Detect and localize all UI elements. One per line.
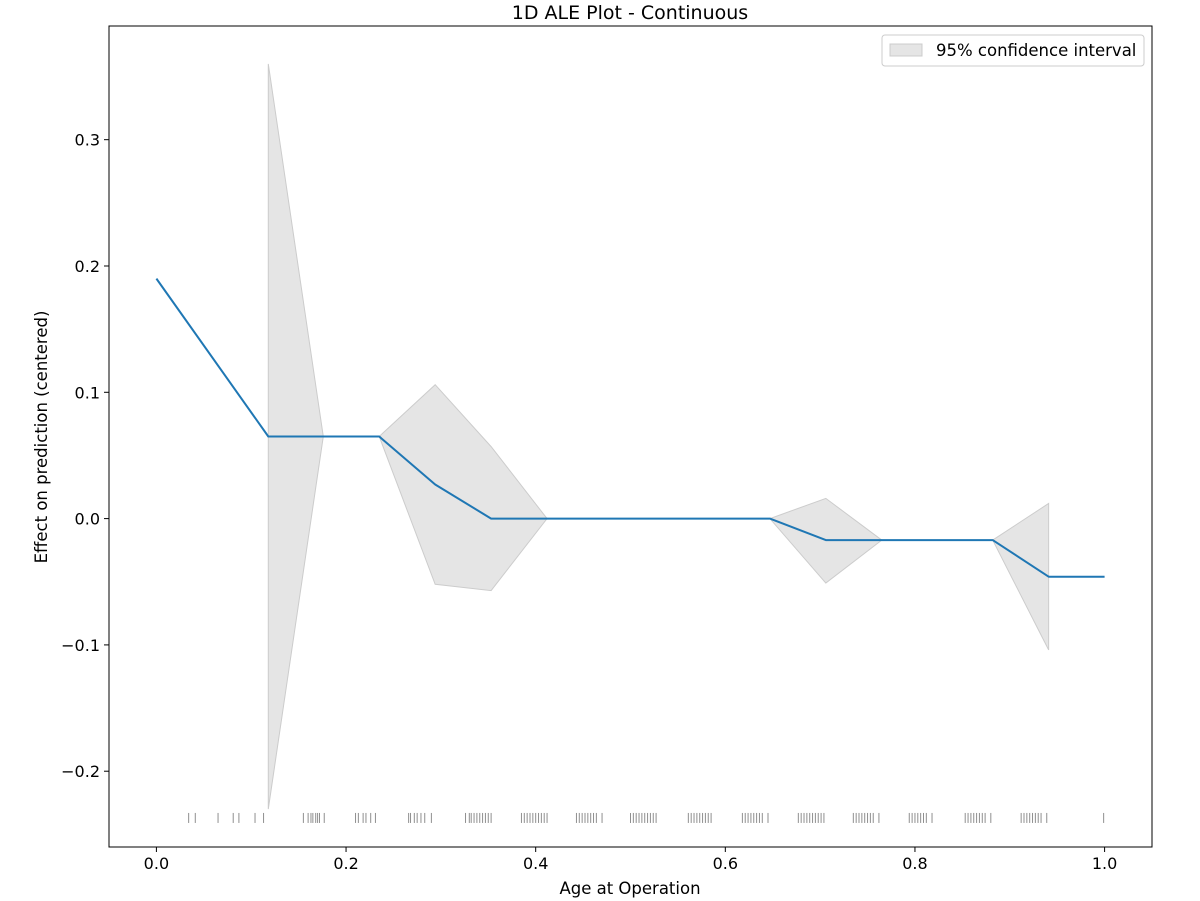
rug-layer <box>188 812 1105 823</box>
legend-swatch-confidence-interval <box>889 43 923 57</box>
x-tick-label: 1.0 <box>1092 854 1117 873</box>
y-tick-label: 0.1 <box>75 383 100 402</box>
y-tick-label: 0.3 <box>75 131 100 150</box>
y-tick-label: −0.1 <box>61 636 100 655</box>
plot-frame <box>108 25 1153 848</box>
x-tick-label: 0.8 <box>902 854 927 873</box>
y-axis-ticks: −0.2 −0.1 0.0 0.1 0.2 0.3 <box>61 131 109 781</box>
y-tick-label: 0.2 <box>75 257 100 276</box>
legend: 95% confidence interval <box>881 34 1145 67</box>
y-tick-label: −0.2 <box>61 762 100 781</box>
y-tick-label: 0.0 <box>75 510 100 529</box>
legend-label-confidence-interval: 95% confidence interval <box>936 41 1136 60</box>
chart-title: 1D ALE Plot - Continuous <box>512 2 748 24</box>
legend-frame <box>881 34 1145 67</box>
x-tick-label: 0.6 <box>713 854 738 873</box>
x-axis-label: Age at Operation <box>559 879 700 898</box>
y-axis-label: Effect on prediction (centered) <box>32 311 51 564</box>
x-tick-label: 0.2 <box>333 854 358 873</box>
ale-line <box>155 278 1105 578</box>
ale-line-layer <box>155 278 1105 578</box>
x-tick-label: 0.4 <box>523 854 548 873</box>
confidence-band <box>267 63 1050 810</box>
confidence-band-layer <box>267 63 1050 810</box>
x-axis-ticks: 0.0 0.2 0.4 0.6 0.8 1.0 <box>144 847 1117 873</box>
x-tick-label: 0.0 <box>144 854 169 873</box>
